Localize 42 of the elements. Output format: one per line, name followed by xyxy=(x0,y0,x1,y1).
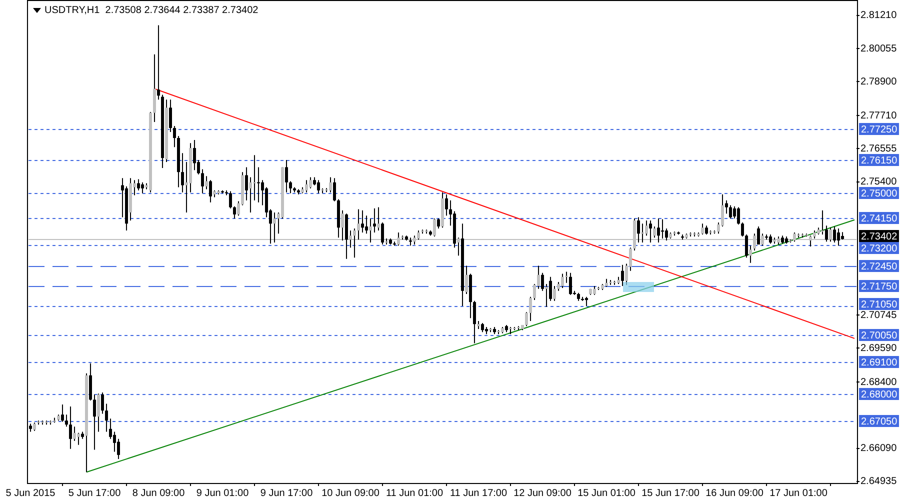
y-tick-label: 2.81210 xyxy=(860,10,898,22)
x-tick-label: 8 Jun 09:00 xyxy=(132,488,186,499)
y-tick-label: 2.78900 xyxy=(860,76,898,88)
y-tick-label: 2.76555 xyxy=(860,143,898,154)
candlestick xyxy=(565,272,568,283)
x-tick-label: 17 Jun 01:00 xyxy=(770,488,828,499)
y-tick-label: 2.66090 xyxy=(860,443,898,454)
x-tick-label: 9 Jun 17:00 xyxy=(260,488,314,499)
candlestick xyxy=(157,25,160,100)
ref-line-label: 2.67050 xyxy=(861,416,898,428)
y-tick-label: 2.75400 xyxy=(860,176,898,188)
candlestick xyxy=(253,155,256,200)
x-tick-label: 11 Jun 01:00 xyxy=(386,488,444,499)
ref-line-label: 2.68000 xyxy=(861,389,898,400)
x-tick-label: 9 Jun 01:00 xyxy=(196,488,250,499)
x-tick-label: 5 Jun 17:00 xyxy=(68,488,122,499)
x-tick-label: 10 Jun 09:00 xyxy=(322,488,380,499)
x-tick-label: 15 Jun 17:00 xyxy=(642,488,700,499)
ref-line-label: 2.71050 xyxy=(861,299,898,310)
y-tick-label: 2.69590 xyxy=(860,342,898,354)
ref-line-label: 2.69100 xyxy=(861,357,898,368)
ref-line-label: 2.74150 xyxy=(861,213,898,224)
y-tick-label: 2.64935 xyxy=(860,476,898,488)
x-tick-label: 12 Jun 09:00 xyxy=(514,488,572,499)
ref-line-label: 2.75000 xyxy=(861,188,898,200)
ref-line-label: 2.70050 xyxy=(861,330,898,342)
x-tick-label: 15 Jun 01:00 xyxy=(578,488,636,499)
candlestick xyxy=(257,167,260,202)
ref-line-label: 2.71750 xyxy=(861,281,898,292)
ref-line-label: 2.76150 xyxy=(861,155,898,166)
y-tick-label: 2.70745 xyxy=(860,310,898,321)
x-tick-label: 11 Jun 17:00 xyxy=(450,488,508,499)
text: USDTRY,H1 2.73508 2.73644 2.73387 2.73402 xyxy=(44,4,259,16)
x-tick-label: 16 Jun 09:00 xyxy=(706,488,764,499)
y-tick-label: 2.80055 xyxy=(860,43,898,54)
ref-line-label: 2.72450 xyxy=(861,261,898,272)
x-tick-label: 5 Jun 2015 xyxy=(6,488,56,499)
y-tick-label: 2.77710 xyxy=(860,110,898,122)
y-tick-label: 2.68400 xyxy=(860,376,898,388)
ref-line-label: 2.77250 xyxy=(861,124,898,136)
ref-line-label: 2.73200 xyxy=(861,243,898,254)
ref-line-label: 2.73402 xyxy=(861,231,898,242)
